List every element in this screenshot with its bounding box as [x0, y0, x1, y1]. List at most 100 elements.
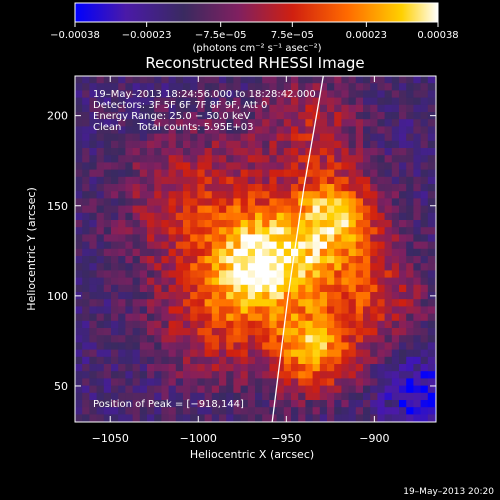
- heatmap-cell: [175, 205, 184, 214]
- heatmap-cell: [168, 162, 177, 170]
- heatmap-cell: [319, 292, 328, 300]
- heatmap-cell: [413, 162, 421, 170]
- heatmap-cell: [139, 241, 148, 250]
- heatmap-cell: [96, 133, 105, 142]
- heatmap-cell: [384, 104, 393, 113]
- heatmap-cell: [269, 119, 277, 127]
- heatmap-cell: [269, 335, 277, 343]
- heatmap-cell: [363, 270, 371, 278]
- heatmap-cell: [413, 284, 421, 293]
- heatmap-cell: [118, 90, 126, 98]
- heatmap-cell: [147, 184, 155, 192]
- heatmap-cell: [75, 140, 83, 149]
- heatmap-cell: [154, 176, 162, 185]
- heatmap-cell: [132, 320, 141, 329]
- heatmap-cell: [183, 212, 191, 221]
- heatmap-cell: [233, 392, 241, 401]
- heatmap-cell: [103, 392, 112, 401]
- heatmap-cell: [327, 335, 335, 343]
- heatmap-cell: [197, 184, 205, 192]
- heatmap-cell: [175, 306, 184, 314]
- heatmap-cell: [427, 155, 436, 163]
- heatmap-cell: [348, 313, 357, 322]
- heatmap-cell: [262, 263, 270, 271]
- heatmap-cell: [96, 176, 105, 185]
- heatmap-cell: [413, 299, 421, 307]
- heatmap-cell: [269, 90, 277, 98]
- heatmap-cell: [175, 356, 184, 365]
- heatmap-cell: [384, 184, 393, 192]
- heatmap-cell: [211, 220, 220, 228]
- heatmap-cell: [147, 205, 155, 214]
- heatmap-cell: [139, 119, 148, 127]
- heatmap-cell: [420, 176, 429, 185]
- heatmap-cell: [75, 119, 83, 127]
- heatmap-cell: [413, 241, 421, 250]
- x-tick-label: −950: [271, 432, 301, 445]
- heatmap-cell: [226, 284, 234, 293]
- heatmap-cell: [219, 184, 227, 192]
- heatmap-cell: [363, 299, 371, 307]
- heatmap-cell: [406, 421, 414, 422]
- heatmap-cell: [111, 392, 119, 401]
- heatmap-cell: [226, 277, 234, 286]
- heatmap-cell: [204, 270, 213, 278]
- heatmap-cell: [391, 184, 400, 192]
- heatmap-cell: [219, 227, 227, 235]
- heatmap-cell: [391, 234, 400, 242]
- heatmap-cell: [190, 421, 198, 422]
- heatmap-cell: [298, 256, 306, 264]
- heatmap-cell: [384, 342, 393, 350]
- heatmap-cell: [355, 299, 364, 307]
- heatmap-cell: [399, 400, 407, 408]
- heatmap-cell: [370, 198, 378, 206]
- heatmap-cell: [111, 256, 119, 264]
- heatmap-cell: [103, 356, 112, 365]
- heatmap-cell: [327, 292, 335, 300]
- heatmap-cell: [312, 292, 321, 300]
- heatmap-cell: [147, 320, 155, 329]
- heatmap-cell: [363, 256, 371, 264]
- heatmap-cell: [168, 119, 177, 127]
- heatmap-cell: [190, 392, 198, 401]
- heatmap-cell: [147, 299, 155, 307]
- heatmap-cell: [406, 184, 414, 192]
- heatmap-cell: [111, 364, 119, 372]
- heatmap-cell: [377, 133, 385, 142]
- heatmap-cell: [197, 313, 205, 322]
- heatmap-cell: [82, 104, 90, 113]
- heatmap-cell: [96, 112, 105, 120]
- heatmap-cell: [226, 234, 234, 242]
- heatmap-cell: [363, 104, 371, 113]
- heatmap-cell: [283, 169, 292, 178]
- heatmap-cell: [111, 349, 119, 358]
- heatmap-cell: [384, 356, 393, 365]
- heatmap-cell: [132, 392, 141, 401]
- heatmap-cell: [420, 342, 429, 350]
- heatmap-cell: [406, 83, 414, 91]
- heatmap-cell: [247, 133, 256, 142]
- heatmap-cell: [118, 227, 126, 235]
- heatmap-cell: [197, 364, 205, 372]
- heatmap-cell: [175, 104, 184, 113]
- heatmap-cell: [226, 227, 234, 235]
- heatmap-cell: [82, 227, 90, 235]
- heatmap-cell: [283, 119, 292, 127]
- heatmap-cell: [399, 364, 407, 372]
- heatmap-cell: [384, 313, 393, 322]
- heatmap-cell: [118, 328, 126, 336]
- heatmap-cell: [341, 313, 349, 322]
- heatmap-cell: [399, 191, 407, 199]
- heatmap-cell: [125, 364, 133, 372]
- heatmap-cell: [262, 155, 270, 163]
- heatmap-cell: [82, 299, 90, 307]
- heatmap-cell: [255, 364, 263, 372]
- heatmap-cell: [291, 284, 299, 293]
- heatmap-cell: [269, 162, 277, 170]
- heatmap-cell: [247, 407, 256, 415]
- heatmap-cell: [262, 328, 270, 336]
- heatmap-cell: [211, 356, 220, 365]
- heatmap-cell: [399, 176, 407, 185]
- heatmap-cell: [147, 112, 155, 120]
- heatmap-cell: [305, 126, 313, 134]
